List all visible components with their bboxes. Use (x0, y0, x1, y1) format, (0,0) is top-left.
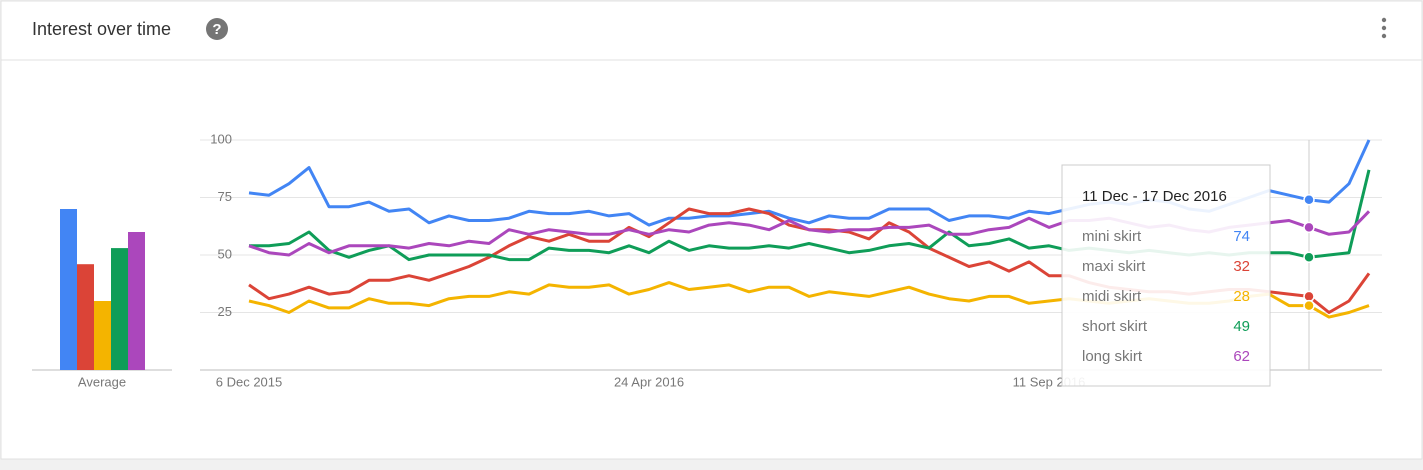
tooltip-series-name: maxi skirt (1082, 258, 1146, 275)
tooltip-series-name: short skirt (1082, 318, 1148, 335)
tooltip-value: 49 (1233, 318, 1250, 335)
menu-icon[interactable] (1381, 17, 1387, 39)
average-bar (60, 209, 77, 370)
tooltip-series-name: mini skirt (1082, 228, 1142, 245)
x-tick-label: 24 Apr 2016 (614, 374, 684, 389)
help-icon[interactable] (206, 18, 228, 40)
average-label: Average (78, 374, 126, 389)
y-tick-label: 75 (218, 189, 232, 204)
hover-dot (1303, 221, 1315, 234)
help-icon-glyph: ? (212, 21, 221, 38)
tooltip-series-name: long skirt (1082, 348, 1143, 365)
y-tick-label: 100 (210, 131, 232, 146)
average-bar (128, 232, 145, 370)
tooltip-value: 62 (1233, 348, 1250, 365)
average-bar (94, 301, 111, 370)
tooltip-title: 11 Dec - 17 Dec 2016 (1082, 188, 1227, 205)
hover-dot (1303, 251, 1315, 264)
average-bar (77, 264, 94, 370)
menu-dot (1381, 25, 1387, 31)
tooltip-value: 74 (1233, 228, 1250, 245)
tooltip-value: 28 (1233, 288, 1250, 305)
hover-dot (1303, 299, 1315, 312)
x-tick-label: 6 Dec 2015 (216, 374, 283, 389)
y-tick-label: 25 (218, 304, 232, 319)
average-bar (111, 248, 128, 370)
menu-dot (1381, 17, 1387, 23)
menu-dot (1381, 33, 1387, 39)
tooltip-box (1061, 164, 1271, 387)
card-title: Interest over time (32, 19, 171, 39)
tooltip-series-name: midi skirt (1082, 288, 1142, 305)
tooltip: 11 Dec - 17 Dec 2016 mini skirt 74 maxi ski… (1061, 164, 1271, 387)
y-tick-label: 50 (218, 246, 232, 261)
tooltip-value: 32 (1233, 258, 1250, 275)
hover-dot (1303, 194, 1315, 206)
